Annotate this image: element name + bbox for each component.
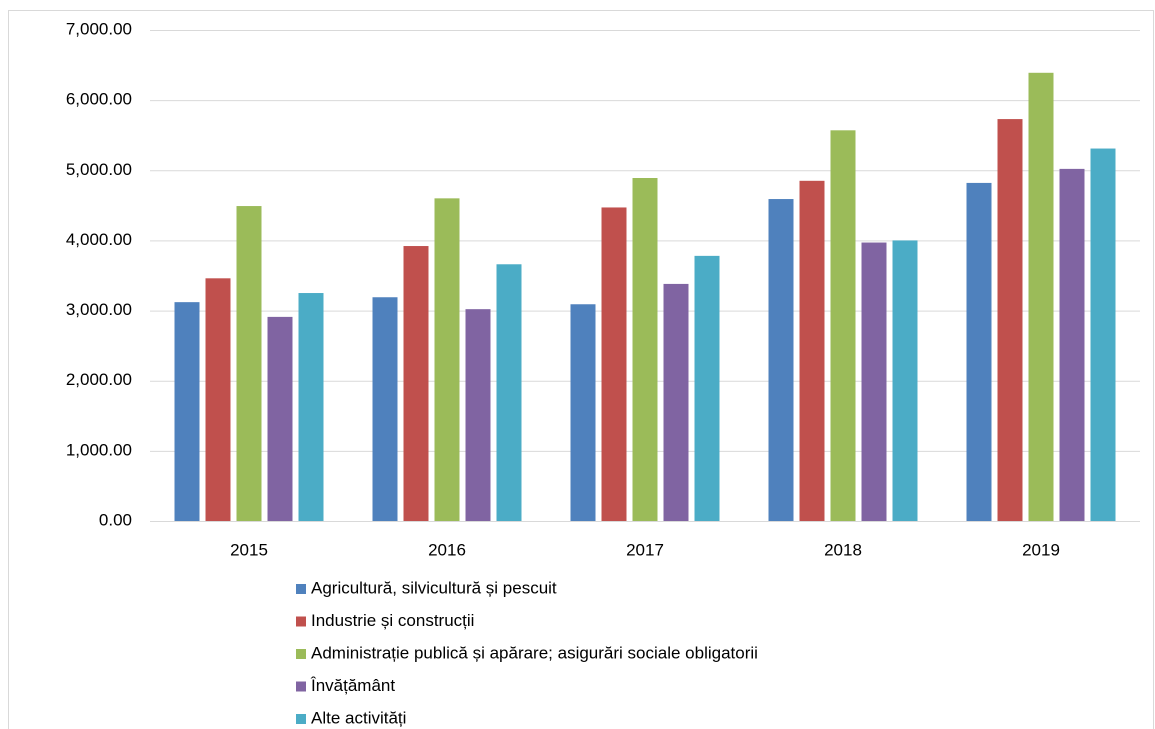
bar	[601, 207, 627, 521]
bar	[768, 199, 794, 521]
legend-label: Învățământ	[310, 676, 395, 695]
legend-label: Industrie și construcții	[311, 611, 474, 630]
bar	[434, 198, 460, 522]
chart-border	[8, 10, 1154, 729]
y-tick-label: 7,000.00	[66, 19, 132, 38]
x-tick-label: 2015	[230, 540, 268, 559]
bar	[1059, 168, 1085, 521]
x-tick-label: 2018	[824, 540, 862, 559]
bar	[205, 278, 231, 521]
legend-swatch	[296, 681, 306, 692]
bar	[997, 119, 1023, 522]
y-tick-label: 6,000.00	[66, 90, 132, 109]
x-tick-label: 2019	[1022, 540, 1060, 559]
bar	[372, 297, 398, 521]
legend-label: Alte activități	[311, 708, 406, 727]
bar	[966, 182, 992, 521]
bar	[465, 309, 491, 521]
y-tick-label: 4,000.00	[66, 230, 132, 249]
legend-label: Administrație publică și apărare; asigur…	[311, 643, 758, 662]
y-tick-label: 0.00	[99, 510, 132, 529]
bar	[1090, 148, 1116, 521]
y-tick-label: 3,000.00	[66, 300, 132, 319]
legend-swatch	[296, 584, 306, 594]
legend-swatch	[296, 714, 306, 724]
legend-label: Agricultură, silvicultură și pescuit	[311, 578, 557, 597]
bar	[403, 246, 429, 522]
bar	[632, 178, 658, 521]
x-tick-label: 2016	[428, 540, 466, 559]
x-tick-label: 2017	[626, 540, 664, 559]
legend-swatch	[296, 649, 306, 659]
bar	[174, 302, 200, 521]
bar	[799, 180, 825, 522]
bar	[496, 264, 522, 521]
y-tick-label: 2,000.00	[66, 370, 132, 389]
bar	[694, 255, 720, 522]
bar	[298, 293, 324, 521]
bar	[1028, 72, 1054, 521]
bar	[830, 130, 856, 521]
bar	[267, 316, 293, 521]
y-tick-label: 5,000.00	[66, 160, 132, 179]
bar	[892, 240, 918, 521]
bar	[663, 283, 689, 521]
legend-swatch	[296, 616, 306, 627]
y-tick-label: 1,000.00	[66, 440, 132, 459]
bar	[861, 242, 887, 522]
bar	[570, 304, 596, 521]
bar	[236, 206, 262, 521]
